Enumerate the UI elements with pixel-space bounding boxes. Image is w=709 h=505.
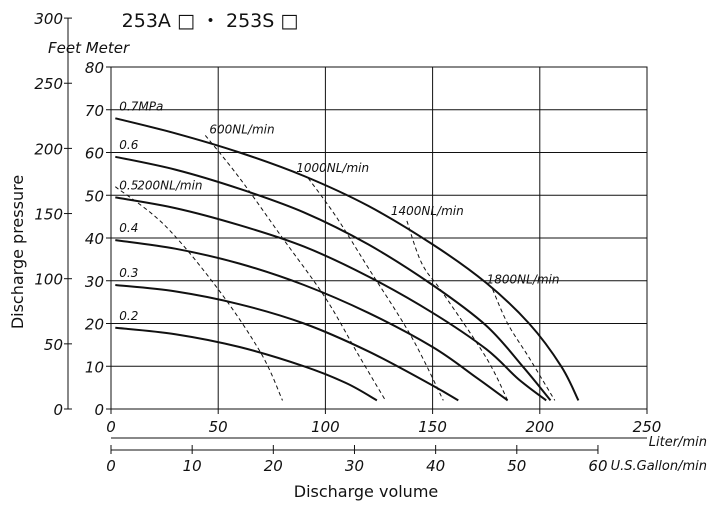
y-tick-label-meter: 10	[85, 358, 104, 376]
x-tick-label-gallon: 30	[345, 457, 364, 475]
pressure-label: 0.4	[119, 221, 138, 235]
air-consumption-lines	[114, 135, 556, 401]
pressure-curve-4	[115, 239, 509, 402]
y-axis-units-header: Feet Meter	[48, 39, 130, 57]
x-axis-unit-liter: Liter/min	[649, 435, 707, 450]
pressure-label: 0.6	[119, 138, 138, 152]
y-tick-label-meter: 70	[85, 102, 104, 120]
x-tick-label-gallon: 40	[426, 457, 445, 475]
pressure-curve-5	[115, 284, 459, 402]
y-tick-label-meter: 30	[85, 273, 104, 291]
air-consumption-line-2	[204, 135, 386, 401]
air-consumption-label: 1000NL/min	[296, 161, 369, 175]
x-tick-label: 50	[209, 418, 228, 436]
x-axis-title: Discharge volume	[294, 482, 439, 501]
air-consumption-line-4	[406, 220, 509, 401]
y-tick-label-feet: 250	[34, 75, 63, 93]
x-tick-label: 0	[106, 418, 116, 436]
y-tick-label-meter: 80	[85, 59, 104, 77]
x-tick-label-gallon: 0	[106, 457, 116, 475]
air-consumption-label: 1800NL/min	[487, 272, 560, 286]
y-tick-label-feet: 300	[34, 10, 63, 28]
x-axis-unit-gallon: U.S.Gallon/min	[611, 459, 707, 474]
x-tick-label: 150	[418, 418, 447, 436]
air-consumption-label: 200NL/min	[137, 179, 202, 193]
x-tick-label: 200	[525, 418, 554, 436]
y-tick-label-feet: 200	[34, 140, 63, 158]
air-consumption-line-3	[307, 177, 444, 401]
x-tick-label-gallon: 50	[507, 457, 526, 475]
pressure-label: 0.2	[119, 309, 138, 323]
y-tick-label-meter: 50	[85, 187, 104, 205]
pressure-curve-3	[115, 196, 547, 402]
pressure-curve-1	[115, 117, 580, 401]
x-tick-label: 100	[311, 418, 340, 436]
x-tick-label-gallon: 20	[264, 457, 283, 475]
x-tick-label-gallon: 10	[183, 457, 202, 475]
y-tick-label-meter: 0	[94, 401, 104, 419]
x-tick-label-gallon: 60	[588, 457, 607, 475]
y-tick-label-meter: 40	[85, 230, 104, 248]
air-consumption-line-5	[492, 289, 556, 401]
pressure-curve-6	[115, 326, 378, 402]
pressure-curves	[115, 117, 580, 402]
x-tick-label: 250	[633, 418, 662, 436]
pressure-curve-2	[115, 155, 552, 402]
chart-title: 253A □ ・ 253S □	[122, 10, 299, 32]
axis-ticks: 0 50 100 150 200 2500102030405060708005010015…	[34, 10, 661, 475]
plot-grid	[110, 66, 648, 410]
y-tick-label-meter: 20	[85, 316, 104, 334]
pressure-label: 0.7MPa	[119, 99, 163, 113]
air-consumption-label: 1400NL/min	[391, 204, 464, 218]
y-tick-label-feet: 0	[53, 401, 63, 419]
pressure-label: 0.5	[119, 178, 138, 192]
pressure-label: 0.3	[119, 266, 138, 280]
series-labels: 0.7MPa 0.6 0.5 0.4 0.3 0.2 200NL/min 600NL/min 1…	[119, 99, 559, 322]
y-tick-label-feet: 150	[34, 206, 63, 224]
y-tick-label-meter: 60	[85, 145, 104, 163]
air-consumption-line-1	[114, 186, 283, 401]
y-tick-label-feet: 50	[44, 336, 63, 354]
air-consumption-label: 600NL/min	[209, 122, 274, 136]
y-tick-label-feet: 100	[34, 271, 63, 289]
y-axis-title: Discharge pressure	[8, 175, 27, 329]
